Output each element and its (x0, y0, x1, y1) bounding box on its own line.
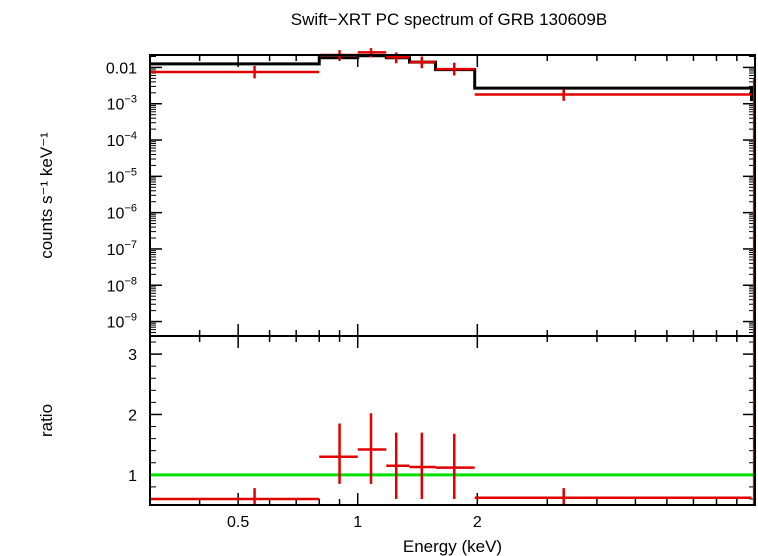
ratio-panel: 1 2 3 0.5 1 2 ratio Energy (keV) (37, 335, 756, 556)
data-point (409, 432, 436, 499)
y-tick-label: 10−8 (107, 275, 137, 295)
data-point (435, 62, 475, 76)
y-tick-label: 10−6 (107, 203, 137, 223)
y-tick-label: 10−5 (107, 166, 137, 186)
y-tick-label: 3 (128, 347, 137, 364)
data-point (435, 433, 475, 499)
y-tick-label: 10−9 (107, 312, 137, 332)
ratio-y-tick-labels: 1 2 3 (128, 347, 137, 485)
y-tick-label: 10−7 (107, 239, 137, 259)
ratio-y-axis-label: ratio (37, 404, 56, 437)
y-tick-label: 10−4 (107, 130, 137, 150)
chart-title: Swift−XRT PC spectrum of GRB 130609B (291, 10, 607, 29)
data-point (319, 423, 358, 484)
ratio-data-points (150, 336, 756, 505)
spectrum-y-axis-label: counts s⁻¹ keV⁻¹ (37, 132, 56, 259)
x-axis-label: Energy (keV) (403, 537, 502, 556)
data-point (474, 89, 752, 101)
data-point (386, 432, 410, 499)
spectrum-panel: 0.01 10−3 10−4 10−5 10−6 10−7 10−8 10−9 counts … (37, 48, 756, 337)
ratio-ticks (149, 336, 756, 505)
spectrum-y-tick-labels: 0.01 10−3 10−4 10−5 10−6 10−7 10−8 10−9 (106, 60, 137, 331)
y-tick-label: 2 (128, 407, 137, 424)
spectrum-ticks (149, 55, 756, 337)
spectrum-frame (149, 54, 756, 337)
x-tick-label: 2 (473, 514, 482, 531)
data-point (150, 65, 320, 79)
data-point (474, 488, 752, 505)
model-step-line (150, 54, 755, 102)
y-tick-label: 0.01 (106, 60, 137, 77)
x-tick-label: 0.5 (227, 514, 249, 531)
data-point (150, 488, 320, 505)
data-point (357, 413, 387, 484)
x-tick-label: 1 (353, 514, 362, 531)
data-point (409, 56, 436, 69)
x-tick-labels: 0.5 1 2 (227, 514, 482, 531)
ratio-frame (149, 335, 756, 506)
y-tick-label: 10−3 (107, 94, 137, 114)
y-tick-label: 1 (128, 468, 137, 485)
spectrum-data-points (150, 48, 756, 336)
spectrum-model-steps (150, 54, 755, 102)
